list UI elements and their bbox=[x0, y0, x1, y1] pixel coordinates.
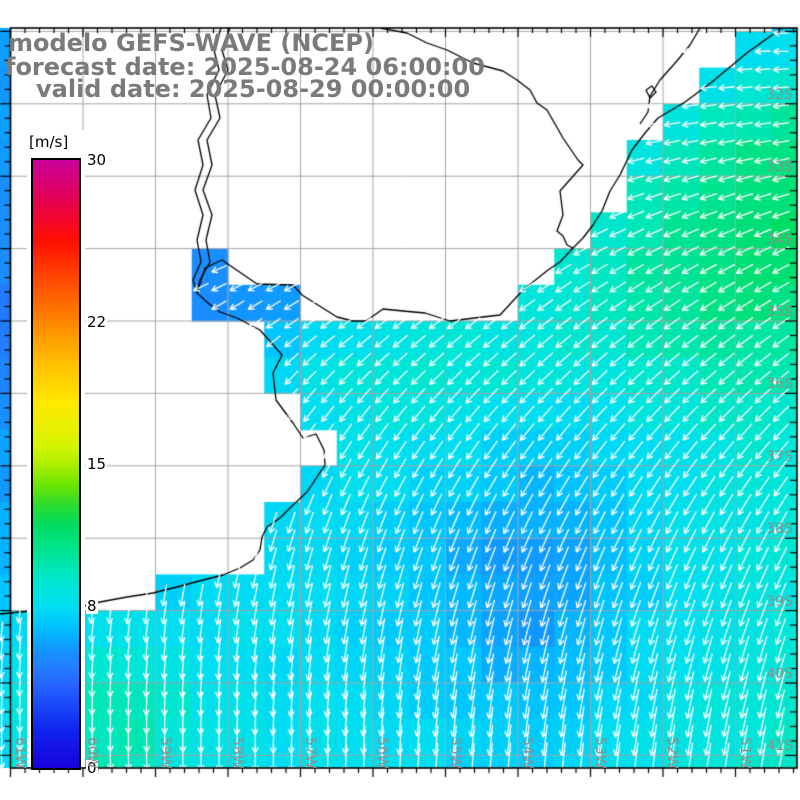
colorbar-unit-label: [m/s] bbox=[29, 133, 69, 151]
latitude-label: 41S bbox=[766, 738, 793, 755]
latitude-label: 32S bbox=[766, 86, 793, 103]
longitude-label: 57W bbox=[301, 737, 318, 769]
latitude-label: 37S bbox=[766, 448, 793, 465]
latitude-label: 34S bbox=[766, 231, 793, 248]
colorbar-tick-label: 0 bbox=[86, 759, 98, 777]
longitude-label: 55W bbox=[446, 737, 463, 769]
plot-title-model: modelo GEFS-WAVE (NCEP) bbox=[8, 29, 374, 57]
colorbar: [m/s] bbox=[27, 130, 85, 770]
longitude-label: 60W bbox=[84, 737, 100, 769]
longitude-label: 52W bbox=[664, 737, 680, 769]
latitude-label: 36S bbox=[766, 376, 793, 393]
latitude-label: 38S bbox=[766, 521, 793, 538]
longitude-label: 58W bbox=[229, 737, 245, 769]
longitude-label: 51W bbox=[736, 737, 753, 769]
longitude-label: 56W bbox=[374, 737, 390, 769]
longitude-label: 59W bbox=[156, 737, 173, 769]
plot-title-forecast-date: forecast date: 2025-08-24 06:00:00 bbox=[5, 53, 485, 81]
latitude-label: 33S bbox=[766, 159, 793, 176]
colorbar-gradient bbox=[31, 158, 81, 770]
colorbar-tick-label: 22 bbox=[86, 313, 108, 332]
colorbar-tick-label: 30 bbox=[86, 151, 108, 169]
latitude-label: 39S bbox=[766, 593, 793, 610]
latitude-label: 40S bbox=[766, 666, 793, 682]
longitude-label: 54W bbox=[519, 737, 535, 769]
plot-title-valid-date: valid date: 2025-08-29 00:00:00 bbox=[36, 75, 471, 103]
colorbar-tick-label: 8 bbox=[86, 596, 98, 615]
longitude-label: 53W bbox=[591, 737, 608, 769]
latitude-label: 35S bbox=[766, 304, 793, 320]
longitude-label: 61W bbox=[11, 737, 28, 769]
colorbar-tick-label: 15 bbox=[86, 455, 108, 473]
